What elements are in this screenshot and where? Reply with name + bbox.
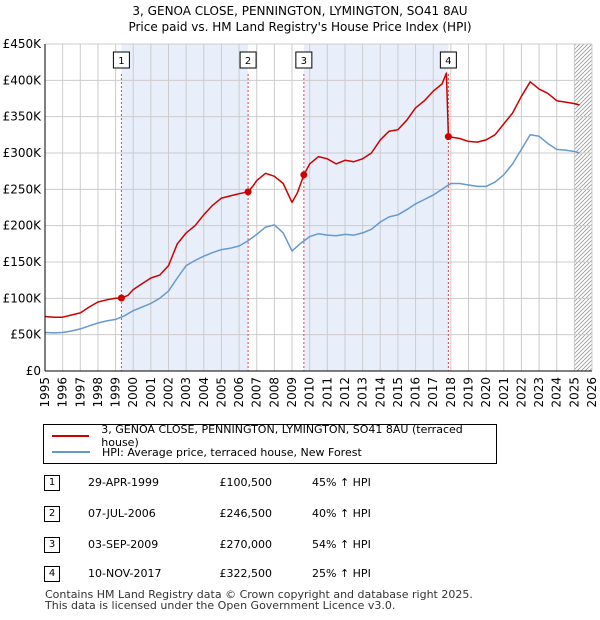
x-tick-label: 2019	[461, 377, 475, 408]
sale-number-box	[239, 51, 257, 69]
x-tick-label: 2007	[250, 377, 264, 408]
x-tick-label: 2011	[320, 377, 334, 408]
footer: Contains HM Land Registry data © Crown c…	[45, 589, 473, 611]
legend-item-property: 3, GENOA CLOSE, PENNINGTON, LYMINGTON, S…	[52, 423, 496, 449]
sale-number-label: 3	[301, 56, 307, 67]
y-tick-label: £100K	[3, 291, 43, 305]
sale-point	[300, 171, 308, 179]
y-tick-label: £400K	[3, 73, 43, 87]
x-tick-label: 1996	[56, 377, 70, 408]
shaded-period	[121, 44, 249, 371]
x-tick-label: 1998	[91, 377, 105, 408]
sale-point	[444, 133, 452, 141]
chart-title-line1: 3, GENOA CLOSE, PENNINGTON, LYMINGTON, S…	[132, 4, 468, 18]
tx-marker-badge: 1	[44, 475, 60, 491]
tx-price: £246,500	[219, 507, 273, 520]
x-tick-label: 2000	[126, 377, 140, 408]
sale-point	[244, 188, 252, 196]
x-tick-label: 1999	[109, 377, 123, 408]
sale-point	[117, 294, 125, 302]
x-tick-label: 2001	[144, 377, 158, 408]
legend-swatch-blue	[52, 451, 90, 453]
footer-copyright: Contains HM Land Registry data © Crown c…	[45, 588, 473, 601]
series-line-property	[44, 72, 580, 318]
legend-label-hpi: HPI: Average price, terraced house, New …	[102, 445, 362, 459]
series-line-hpi	[44, 134, 580, 334]
y-tick-label: £300K	[3, 146, 43, 160]
legend-label-property: 3, GENOA CLOSE, PENNINGTON, LYMINGTON, S…	[101, 423, 463, 449]
legend-swatch-red	[52, 435, 90, 437]
x-tick-label: 1997	[73, 377, 87, 408]
shaded-period	[303, 44, 449, 371]
x-tick-label: 2021	[497, 377, 511, 408]
y-tick-label: £0	[26, 364, 41, 378]
x-tick-label: 2026	[585, 377, 599, 408]
sale-number-label: 1	[118, 56, 124, 67]
sale-number-box	[112, 51, 130, 69]
tx-date: 10-NOV-2017	[88, 567, 162, 580]
sale-number-box	[439, 51, 457, 69]
y-tick-label: £200K	[3, 219, 43, 233]
legend: 3, GENOA CLOSE, PENNINGTON, LYMINGTON, S…	[43, 423, 497, 464]
x-tick-label: 2014	[373, 377, 387, 408]
tx-price: £270,000	[219, 538, 273, 551]
tx-hpi-change: 54% ↑ HPI	[312, 538, 371, 551]
x-tick-label: 2020	[479, 377, 493, 408]
footer-licence: This data is licensed under the Open Gov…	[45, 599, 396, 612]
tx-hpi-change: 25% ↑ HPI	[312, 567, 371, 580]
y-tick-label: £350K	[3, 110, 43, 124]
x-tick-label: 2005	[214, 377, 228, 408]
tx-marker-badge: 3	[44, 537, 60, 553]
x-tick-label: 2013	[356, 377, 370, 408]
y-tick-label: £50K	[10, 328, 42, 342]
legend-item-hpi: HPI: Average price, terraced house, New …	[52, 444, 362, 460]
y-tick-label: £450K	[3, 37, 43, 51]
tx-date: 29-APR-1999	[88, 476, 160, 489]
x-tick-label: 2022	[514, 377, 528, 408]
x-tick-label: 2012	[338, 377, 352, 408]
x-tick-label: 2009	[285, 377, 299, 408]
forecast-hatch	[574, 44, 592, 371]
x-tick-label: 2017	[426, 377, 440, 408]
x-tick-label: 2015	[391, 377, 405, 408]
x-tick-label: 2025	[567, 377, 581, 408]
x-tick-label: 2010	[303, 377, 317, 408]
tx-date: 03-SEP-2009	[88, 538, 159, 551]
sale-number-label: 2	[245, 56, 251, 67]
x-tick-label: 2004	[197, 377, 211, 408]
sale-number-box	[295, 51, 313, 69]
sale-number-label: 4	[445, 56, 451, 67]
x-tick-label: 2016	[409, 377, 423, 408]
tx-price: £322,500	[219, 567, 273, 580]
x-tick-label: 1995	[38, 377, 52, 408]
x-tick-label: 2024	[550, 377, 564, 408]
price-chart: 1 2 3 4 £0 £50K £100K £150K £200K £250K £300K £350…	[3, 37, 599, 408]
x-tick-label: 2023	[532, 377, 546, 408]
tx-hpi-change: 45% ↑ HPI	[312, 476, 371, 489]
x-tick-label: 2018	[444, 377, 458, 408]
y-tick-label: £150K	[3, 255, 43, 269]
tx-hpi-change: 40% ↑ HPI	[312, 507, 371, 520]
x-tick-label: 2008	[267, 377, 281, 408]
x-tick-label: 2002	[162, 377, 176, 408]
x-tick-label: 2006	[232, 377, 246, 408]
tx-marker-badge: 4	[44, 566, 60, 582]
tx-marker-badge: 2	[44, 506, 60, 522]
x-tick-label: 2003	[179, 377, 193, 408]
tx-price: £100,500	[219, 476, 273, 489]
chart-title-line2: Price paid vs. HM Land Registry's House …	[128, 20, 472, 34]
y-tick-label: £250K	[3, 182, 43, 196]
tx-date: 07-JUL-2006	[88, 507, 156, 520]
